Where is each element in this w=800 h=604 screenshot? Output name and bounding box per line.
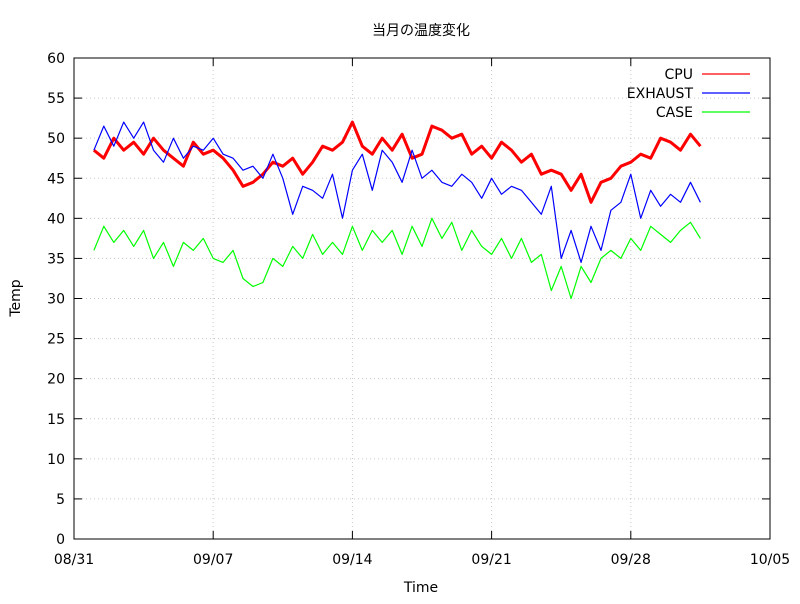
- y-axis-ticks: 0 5 10 15 20 25 30 35 40 45 50 55 60: [47, 51, 770, 548]
- y-axis-label: Temp: [8, 279, 24, 317]
- legend-label-cpu: CPU: [665, 67, 693, 83]
- series-line-exhaust: [93, 121, 701, 263]
- y-tick-label: 0: [56, 532, 65, 548]
- y-tick-label: 10: [47, 452, 65, 468]
- y-tick-label: 35: [47, 251, 65, 267]
- legend: CPU EXHAUST CASE: [627, 67, 750, 121]
- y-tick-label: 5: [56, 492, 65, 508]
- x-tick-label: 08/31: [54, 552, 94, 568]
- x-axis-ticks: 08/31 09/07 09/14 09/21 09/28 10/05: [54, 58, 790, 568]
- y-tick-label: 50: [47, 131, 65, 147]
- y-tick-label: 30: [47, 292, 65, 308]
- y-tick-label: 40: [47, 211, 65, 227]
- y-tick-label: 45: [47, 171, 65, 187]
- x-tick-label: 09/07: [193, 552, 233, 568]
- plot-border: [73, 57, 771, 540]
- x-tick-label: 09/14: [332, 552, 372, 568]
- x-tick-label: 10/05: [750, 552, 790, 568]
- series-line-case: [93, 217, 701, 300]
- y-tick-label: 25: [47, 332, 65, 348]
- legend-label-case: CASE: [656, 105, 693, 121]
- y-tick-label: 60: [47, 51, 65, 67]
- x-tick-label: 09/21: [471, 552, 511, 568]
- x-axis-label: Time: [403, 580, 438, 596]
- y-tick-label: 15: [47, 412, 65, 428]
- series-lines: [92, 120, 702, 300]
- x-tick-label: 09/28: [611, 552, 651, 568]
- y-tick-label: 55: [47, 91, 65, 107]
- y-tick-label: 20: [47, 372, 65, 388]
- chart-title: 当月の温度変化: [372, 22, 470, 39]
- grid-lines: [74, 58, 770, 539]
- legend-label-exhaust: EXHAUST: [627, 86, 694, 102]
- series-line-cpu: [92, 120, 702, 204]
